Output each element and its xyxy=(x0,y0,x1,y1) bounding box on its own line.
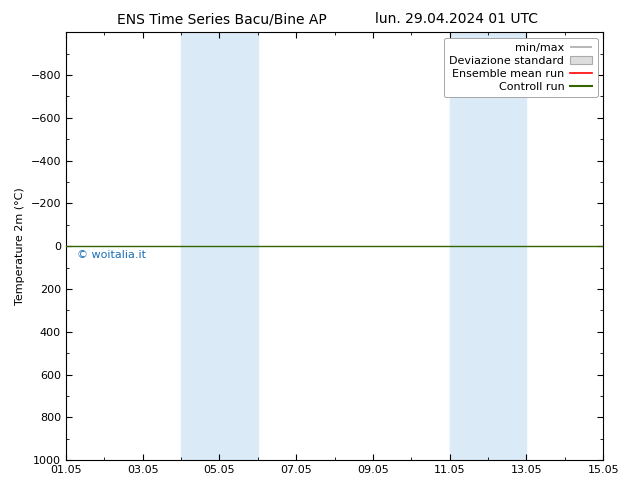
Text: © woitalia.it: © woitalia.it xyxy=(77,250,146,260)
Bar xyxy=(181,32,258,460)
Y-axis label: Temperature 2m (°C): Temperature 2m (°C) xyxy=(15,187,25,305)
Bar xyxy=(450,32,526,460)
Text: lun. 29.04.2024 01 UTC: lun. 29.04.2024 01 UTC xyxy=(375,12,538,26)
Text: ENS Time Series Bacu/Bine AP: ENS Time Series Bacu/Bine AP xyxy=(117,12,327,26)
Legend: min/max, Deviazione standard, Ensemble mean run, Controll run: min/max, Deviazione standard, Ensemble m… xyxy=(444,38,598,97)
